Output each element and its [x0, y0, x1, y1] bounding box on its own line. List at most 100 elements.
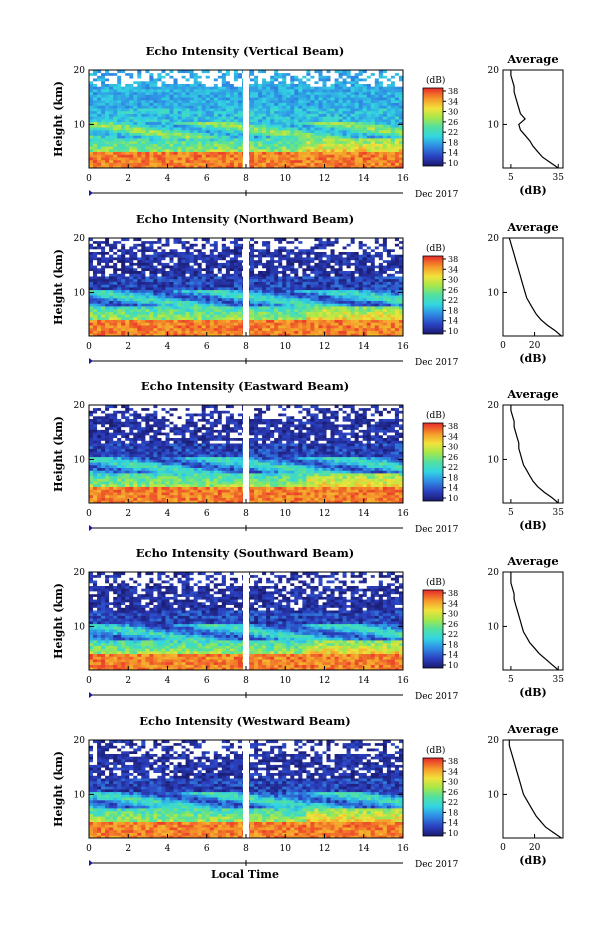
- x-tick-label: 14: [358, 676, 370, 686]
- y-axis-label: Height (km): [52, 81, 65, 157]
- data-gap: [243, 740, 249, 838]
- colorbar-tick-label: 38: [448, 87, 458, 96]
- profile-title: Average: [506, 52, 558, 66]
- colorbar-label: (dB): [426, 745, 445, 756]
- x-tick-label: 0: [86, 342, 92, 352]
- colorbar-tick-label: 38: [448, 757, 458, 766]
- profile-x-tick-label: 35: [553, 173, 565, 183]
- colorbar: [422, 255, 444, 335]
- date-label: Dec 2017: [415, 692, 459, 702]
- colorbar-tick-label: 10: [448, 661, 458, 670]
- profile-x-tick-label: 20: [529, 341, 541, 351]
- x-tick-label: 6: [204, 509, 210, 519]
- colorbar-label: (dB): [426, 577, 445, 588]
- colorbar: [422, 422, 444, 502]
- profile-frame: [502, 739, 564, 839]
- data-gap: [243, 572, 249, 670]
- x-tick-label: 8: [243, 342, 249, 352]
- profile-frame: [502, 404, 564, 504]
- data-gap: [243, 70, 249, 168]
- colorbar-tick-label: 34: [448, 432, 458, 441]
- x-tick-label: 0: [86, 174, 92, 184]
- x-tick-label: 14: [358, 509, 370, 519]
- profile-line: [510, 405, 559, 504]
- colorbar: [422, 87, 444, 167]
- profile-x-tick-label: 0: [500, 341, 506, 351]
- date-axis-start-marker: [89, 525, 93, 531]
- profile-y-tick-label: 20: [488, 736, 500, 746]
- profile-x-label: (dB): [519, 519, 546, 532]
- colorbar-tick-label: 38: [448, 589, 458, 598]
- date-axis-start-marker: [89, 358, 93, 364]
- y-tick-label: 20: [74, 736, 86, 746]
- colorbar-tick-label: 26: [448, 788, 458, 797]
- colorbar-tick-label: 14: [448, 484, 458, 493]
- colorbar-tick-label: 22: [448, 128, 458, 137]
- panel-4: Echo Intensity (Southward Beam) Height (k…: [52, 546, 564, 702]
- profile-x-tick-label: 0: [500, 843, 506, 853]
- x-tick-label: 14: [358, 174, 370, 184]
- x-tick-label: 14: [358, 342, 370, 352]
- profile-line: [508, 237, 562, 337]
- colorbar-tick-label: 22: [448, 463, 458, 472]
- x-tick-label: 0: [86, 676, 92, 686]
- y-tick-label: 10: [74, 288, 86, 298]
- profile-y-tick-label: 20: [488, 568, 500, 578]
- y-tick-label: 10: [74, 455, 86, 465]
- profile-x-label: (dB): [519, 854, 546, 867]
- x-tick-label: 16: [397, 844, 409, 854]
- colorbar-tick-label: 18: [448, 138, 458, 147]
- colorbar-tick-label: 34: [448, 265, 458, 274]
- x-tick-label: 10: [280, 342, 292, 352]
- x-tick-label: 6: [204, 342, 210, 352]
- x-tick-label: 4: [165, 174, 171, 184]
- colorbar-tick-label: 38: [448, 255, 458, 264]
- profile-x-tick-label: 5: [508, 675, 514, 685]
- x-tick-label: 8: [243, 844, 249, 854]
- x-tick-label: 2: [125, 342, 131, 352]
- profile-line: [510, 572, 559, 671]
- colorbar-tick-label: 30: [448, 778, 458, 787]
- x-tick-label: 6: [204, 174, 210, 184]
- x-tick-label: 2: [125, 676, 131, 686]
- colorbar-tick-label: 30: [448, 443, 458, 452]
- x-tick-label: 16: [397, 174, 409, 184]
- profile-x-tick-label: 35: [553, 508, 565, 518]
- x-tick-label: 4: [165, 676, 171, 686]
- colorbar-tick-label: 30: [448, 108, 458, 117]
- colorbar: [422, 589, 444, 669]
- x-tick-label: 16: [397, 509, 409, 519]
- profile-x-tick-label: 20: [529, 843, 541, 853]
- profile-x-label: (dB): [519, 686, 546, 699]
- profile-x-label: (dB): [519, 352, 546, 365]
- x-tick-label: 10: [280, 676, 292, 686]
- colorbar-label: (dB): [426, 75, 445, 86]
- panel-1: Echo Intensity (Vertical Beam) Height (km…: [52, 44, 564, 200]
- panel-title: Echo Intensity (Vertical Beam): [146, 44, 345, 58]
- x-tick-label: 4: [165, 844, 171, 854]
- y-tick-label: 10: [74, 120, 86, 130]
- colorbar-label: (dB): [426, 410, 445, 421]
- colorbar-tick-label: 30: [448, 276, 458, 285]
- x-tick-label: 8: [243, 174, 249, 184]
- x-axis-label: Local Time: [211, 868, 279, 881]
- panel-2: Echo Intensity (Northward Beam) Height (k…: [52, 212, 564, 368]
- panel-title: Echo Intensity (Eastward Beam): [141, 379, 349, 393]
- profile-line: [508, 740, 562, 839]
- profile-x-tick-label: 35: [553, 675, 565, 685]
- colorbar-tick-label: 38: [448, 422, 458, 431]
- profile-line: [510, 70, 559, 169]
- x-tick-label: 12: [319, 844, 330, 854]
- x-tick-label: 2: [125, 509, 131, 519]
- colorbar-tick-label: 22: [448, 296, 458, 305]
- y-axis-label: Height (km): [52, 416, 65, 492]
- x-tick-label: 0: [86, 844, 92, 854]
- x-tick-label: 10: [280, 844, 292, 854]
- y-tick-label: 20: [74, 568, 86, 578]
- x-tick-label: 16: [397, 342, 409, 352]
- profile-y-tick-label: 20: [488, 66, 500, 76]
- profile-frame: [502, 69, 564, 169]
- y-axis-label: Height (km): [52, 751, 65, 827]
- profile-y-tick-label: 10: [488, 120, 500, 130]
